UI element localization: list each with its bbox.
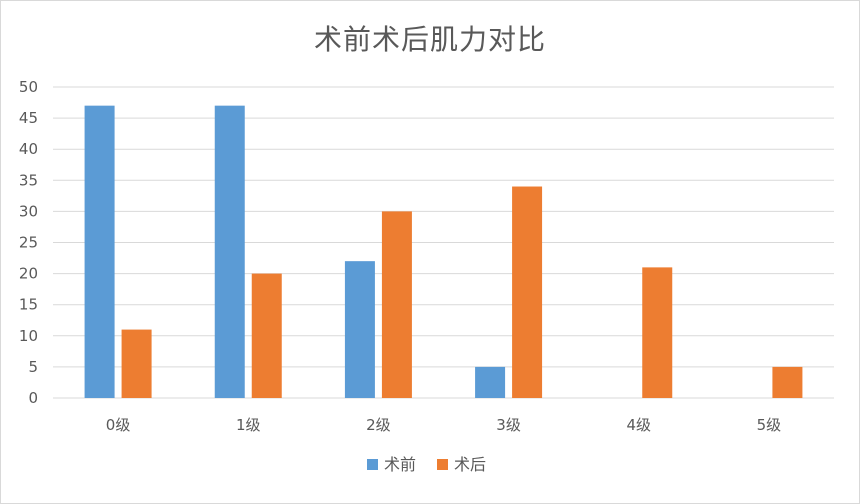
y-tick-label-30: 30 xyxy=(19,202,38,220)
bar-术前-2级 xyxy=(344,261,375,398)
y-tick-label-20: 20 xyxy=(19,265,38,283)
legend-swatch-0 xyxy=(367,459,378,470)
x-tick-label-5: 5级 xyxy=(757,416,782,434)
bar-术前-1级 xyxy=(214,105,245,398)
y-tick-label-40: 40 xyxy=(19,140,38,158)
bar-术前-0级 xyxy=(84,105,115,398)
bar-术后-1级 xyxy=(251,273,282,398)
legend-label-0: 术前 xyxy=(384,455,416,474)
x-tick-label-4: 4级 xyxy=(626,416,651,434)
bar-术后-2级 xyxy=(381,211,412,398)
y-tick-label-10: 10 xyxy=(19,327,38,345)
bar-术后-3级 xyxy=(512,186,543,398)
chart-title: 术前术后肌力对比 xyxy=(313,23,546,56)
y-tick-label-45: 45 xyxy=(19,109,38,127)
legend-swatch-1 xyxy=(437,459,448,470)
y-tick-label-0: 0 xyxy=(28,389,38,407)
bar-术后-0级 xyxy=(121,329,152,398)
bar-术后-5级 xyxy=(772,366,803,398)
x-tick-label-2: 2级 xyxy=(366,416,391,434)
bar-术后-4级 xyxy=(642,267,673,398)
x-tick-label-3: 3级 xyxy=(496,416,521,434)
y-tick-label-50: 50 xyxy=(19,78,38,96)
y-tick-label-35: 35 xyxy=(19,171,38,189)
bar-术前-3级 xyxy=(475,366,506,398)
x-tick-label-0: 0级 xyxy=(106,416,131,434)
legend-label-1: 术后 xyxy=(454,455,486,474)
y-tick-label-25: 25 xyxy=(19,234,38,252)
y-tick-label-5: 5 xyxy=(28,358,38,376)
x-tick-label-1: 1级 xyxy=(236,416,261,434)
y-tick-label-15: 15 xyxy=(19,296,38,314)
